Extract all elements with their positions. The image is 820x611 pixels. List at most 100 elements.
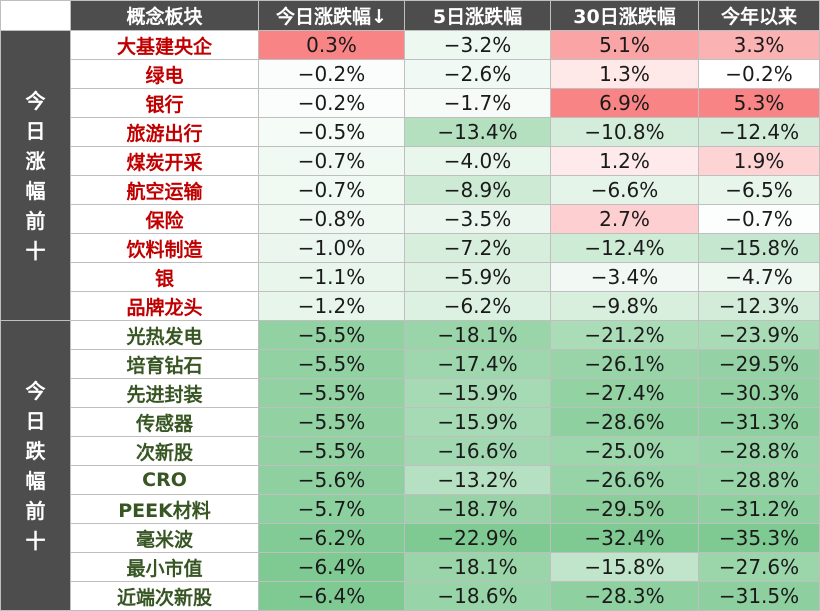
table-row[interactable]: 品牌龙头 −1.2% −6.2% −9.8% −12.3% (1, 291, 820, 321)
table-row[interactable]: CRO −5.6% −13.2% −26.6% −28.8% (1, 465, 820, 495)
table-row[interactable]: 今日跌幅前十光热发电 −5.5% −18.1% −21.2% −23.9% (0, 320, 820, 611)
cell-ytd-change: −31.2% (698, 494, 820, 524)
cell-30d-change: 1.2% (550, 146, 699, 176)
cell-today-change: −5.5% (258, 407, 405, 437)
cell-ytd-change: −29.5% (698, 349, 820, 379)
cell-today-change: −6.4% (258, 552, 405, 582)
cell-5d-change: −18.6% (404, 581, 551, 611)
cell-5d-change: −13.2% (404, 465, 551, 495)
sector-name[interactable]: 最小市值 (70, 552, 259, 582)
cell-today-change: 0.3% (258, 30, 405, 60)
cell-ytd-change: −23.9% (698, 320, 820, 350)
sector-name[interactable]: 煤炭开采 (70, 146, 259, 176)
cell-5d-change: −2.6% (404, 59, 551, 89)
cell-5d-change: −18.1% (404, 552, 551, 582)
table-row[interactable]: 最小市值 −6.4% −18.1% −15.8% −27.6% (1, 552, 820, 582)
cell-30d-change: −9.8% (550, 291, 699, 321)
table-row[interactable]: 今日涨幅前十大基建央企 0.3% −3.2% 5.1% 3.3% (0, 30, 820, 321)
sector-name[interactable]: 饮料制造 (70, 233, 259, 263)
cell-30d-change: 2.7% (550, 204, 699, 234)
cell-ytd-change: 3.3% (698, 30, 820, 60)
table-row[interactable]: 绿电 −0.2% −2.6% 1.3% −0.2% (1, 59, 820, 89)
sector-name[interactable]: 先进封装 (70, 378, 259, 408)
cell-30d-change: −27.4% (550, 378, 699, 408)
cell-5d-change: −3.2% (404, 30, 551, 60)
cell-5d-change: −8.9% (404, 175, 551, 205)
table-row[interactable]: 旅游出行 −0.5% −13.4% −10.8% −12.4% (1, 117, 820, 147)
sector-name[interactable]: 次新股 (70, 436, 259, 466)
sector-name[interactable]: 保险 (70, 204, 259, 234)
table-row[interactable]: 饮料制造 −1.0% −7.2% −12.4% −15.8% (1, 233, 820, 263)
cell-5d-change: −16.6% (404, 436, 551, 466)
table-row[interactable]: 近端次新股 −6.4% −18.6% −28.3% −31.5% (1, 581, 820, 611)
header-sector[interactable]: 概念板块 (70, 0, 259, 31)
cell-5d-change: −13.4% (404, 117, 551, 147)
header-corner (0, 0, 71, 31)
cell-ytd-change: −0.7% (698, 204, 820, 234)
sector-name[interactable]: 银 (70, 262, 259, 292)
cell-5d-change: −17.4% (404, 349, 551, 379)
cell-ytd-change: −31.5% (698, 581, 820, 611)
cell-5d-change: −18.1% (404, 320, 551, 350)
table-row[interactable]: 保险 −0.8% −3.5% 2.7% −0.7% (1, 204, 820, 234)
cell-today-change: −6.4% (258, 581, 405, 611)
cell-5d-change: −1.7% (404, 88, 551, 118)
cell-today-change: −0.5% (258, 117, 405, 147)
sector-name[interactable]: 传感器 (70, 407, 259, 437)
sector-name[interactable]: 银行 (70, 88, 259, 118)
cell-30d-change: −10.8% (550, 117, 699, 147)
cell-5d-change: −3.5% (404, 204, 551, 234)
cell-30d-change: −26.6% (550, 465, 699, 495)
table-row[interactable]: 传感器 −5.5% −15.9% −28.6% −31.3% (1, 407, 820, 437)
cell-ytd-change: −4.7% (698, 262, 820, 292)
cell-30d-change: −21.2% (550, 320, 699, 350)
header-row: 概念板块 今日涨跌幅↓ 5日涨跌幅 30日涨跌幅 今年以来 (0, 0, 820, 31)
table-row[interactable]: 毫米波 −6.2% −22.9% −32.4% −35.3% (1, 523, 820, 553)
sector-name[interactable]: PEEK材料 (70, 494, 259, 524)
sector-name[interactable]: 航空运输 (70, 175, 259, 205)
header-ytd-change[interactable]: 今年以来 (698, 0, 820, 31)
cell-today-change: −1.1% (258, 262, 405, 292)
cell-5d-change: −6.2% (404, 291, 551, 321)
table-row[interactable]: 次新股 −5.5% −16.6% −25.0% −28.8% (1, 436, 820, 466)
cell-5d-change: −4.0% (404, 146, 551, 176)
sector-name[interactable]: 绿电 (70, 59, 259, 89)
cell-5d-change: −5.9% (404, 262, 551, 292)
cell-today-change: −0.2% (258, 59, 405, 89)
cell-ytd-change: −31.3% (698, 407, 820, 437)
cell-ytd-change: −0.2% (698, 59, 820, 89)
table-body: 今日涨幅前十大基建央企 0.3% −3.2% 5.1% 3.3% 绿电 −0.2% −2.6%… (0, 30, 820, 611)
header-5d-change[interactable]: 5日涨跌幅 (404, 0, 551, 31)
cell-today-change: −5.5% (258, 349, 405, 379)
table-row[interactable]: 银 −1.1% −5.9% −3.4% −4.7% (1, 262, 820, 292)
sector-name[interactable]: 光热发电 (70, 320, 259, 350)
table-row[interactable]: 培育钻石 −5.5% −17.4% −26.1% −29.5% (1, 349, 820, 379)
cell-ytd-change: −12.3% (698, 291, 820, 321)
sector-name[interactable]: 旅游出行 (70, 117, 259, 147)
table-row[interactable]: 航空运输 −0.7% −8.9% −6.6% −6.5% (1, 175, 820, 205)
sector-name[interactable]: 近端次新股 (70, 581, 259, 611)
header-today-change[interactable]: 今日涨跌幅↓ (258, 0, 405, 31)
sector-name[interactable]: CRO (70, 465, 259, 495)
sector-name[interactable]: 品牌龙头 (70, 291, 259, 321)
cell-30d-change: −15.8% (550, 552, 699, 582)
table-row[interactable]: PEEK材料 −5.7% −18.7% −29.5% −31.2% (1, 494, 820, 524)
table-row[interactable]: 银行 −0.2% −1.7% 6.9% 5.3% (1, 88, 820, 118)
cell-today-change: −0.7% (258, 146, 405, 176)
cell-today-change: −0.2% (258, 88, 405, 118)
table-row[interactable]: 先进封装 −5.5% −15.9% −27.4% −30.3% (1, 378, 820, 408)
cell-30d-change: −25.0% (550, 436, 699, 466)
cell-today-change: −1.0% (258, 233, 405, 263)
cell-today-change: −0.7% (258, 175, 405, 205)
sector-name[interactable]: 培育钻石 (70, 349, 259, 379)
sector-name[interactable]: 大基建央企 (70, 30, 259, 60)
cell-ytd-change: −15.8% (698, 233, 820, 263)
header-30d-change[interactable]: 30日涨跌幅 (550, 0, 699, 31)
cell-5d-change: −15.9% (404, 407, 551, 437)
cell-30d-change: 6.9% (550, 88, 699, 118)
table-row[interactable]: 煤炭开采 −0.7% −4.0% 1.2% 1.9% (1, 146, 820, 176)
group-label-top-gainers: 今日涨幅前十 (0, 30, 71, 321)
cell-today-change: −5.5% (258, 378, 405, 408)
sector-name[interactable]: 毫米波 (70, 523, 259, 553)
cell-30d-change: −32.4% (550, 523, 699, 553)
